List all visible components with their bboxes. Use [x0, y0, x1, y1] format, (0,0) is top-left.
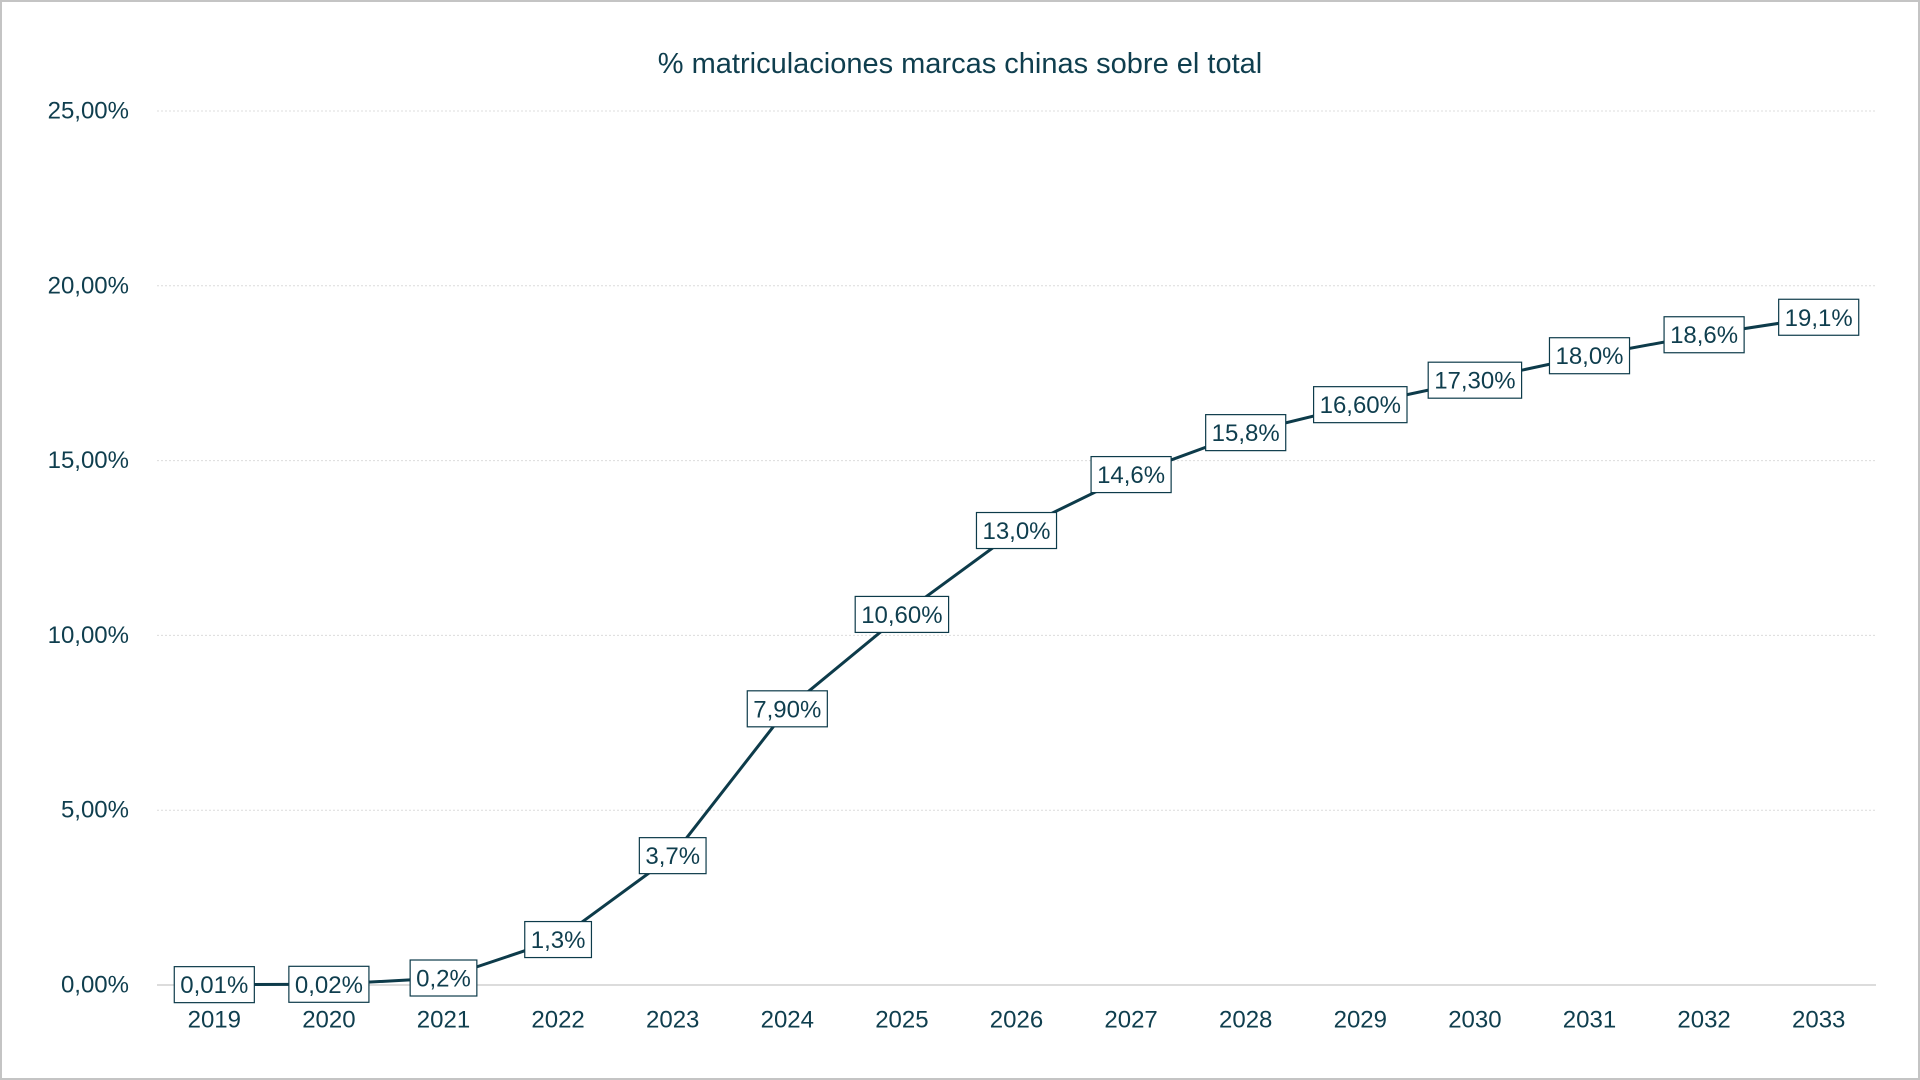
- x-tick-label: 2023: [646, 1007, 699, 1034]
- data-label: 17,30%: [1434, 368, 1515, 395]
- data-label: 19,1%: [1785, 305, 1853, 332]
- x-tick-label: 2027: [1104, 1007, 1157, 1034]
- data-label-group: 0,2%: [409, 959, 478, 997]
- x-tick-label: 2031: [1563, 1007, 1616, 1034]
- x-axis-tick-labels: 2019 2020 2021 2022 2023 2024 2025 2026 2027 2028…: [188, 1007, 1846, 1034]
- data-label: 18,6%: [1670, 322, 1738, 349]
- x-tick-label: 2021: [417, 1007, 470, 1034]
- y-tick-label: 25,00%: [48, 98, 129, 125]
- data-label: 15,8%: [1212, 420, 1280, 447]
- data-label-box: [173, 966, 255, 1004]
- data-label-box: [638, 837, 707, 875]
- x-tick-label: 2024: [761, 1007, 814, 1034]
- data-label-group: 13,0%: [975, 511, 1058, 550]
- data-label-group: 0,01%: [173, 966, 255, 1004]
- data-label-box: [975, 511, 1058, 550]
- data-label-box: [288, 965, 370, 1003]
- data-label: 0,02%: [295, 972, 363, 999]
- data-label: 7,90%: [753, 696, 821, 723]
- data-label-group: 16,60%: [1312, 386, 1408, 424]
- x-tick-label: 2020: [302, 1007, 355, 1034]
- data-labels: 0,01% 0,02% 0,2% 1,3% 3,7% 7,90% 10,60% 13,0% 14…: [173, 298, 1860, 1004]
- data-label-box: [1312, 386, 1408, 424]
- chart-title: % matriculaciones marcas chinas sobre el…: [658, 48, 1262, 80]
- data-label-group: 3,7%: [638, 837, 707, 875]
- x-tick-label: 2030: [1448, 1007, 1501, 1034]
- data-label: 10,60%: [861, 602, 942, 629]
- data-label: 16,60%: [1320, 392, 1401, 419]
- data-label: 18,0%: [1555, 343, 1623, 370]
- data-label-box: [524, 920, 593, 959]
- y-tick-label: 10,00%: [48, 622, 129, 649]
- data-label: 0,2%: [416, 966, 471, 993]
- data-label-group: 14,6%: [1090, 455, 1172, 494]
- data-label-group: 10,60%: [854, 595, 950, 634]
- x-tick-label: 2032: [1677, 1007, 1730, 1034]
- y-tick-label: 20,00%: [48, 272, 129, 299]
- data-label-group: 19,1%: [1778, 298, 1860, 336]
- x-tick-label: 2033: [1792, 1007, 1845, 1034]
- x-tick-label: 2022: [531, 1007, 584, 1034]
- data-label-box: [746, 690, 828, 728]
- data-label: 3,7%: [645, 843, 700, 870]
- y-tick-label: 15,00%: [48, 447, 129, 474]
- data-label: 14,6%: [1097, 462, 1165, 489]
- y-tick-label: 0,00%: [61, 972, 129, 999]
- data-label-box: [1090, 455, 1172, 494]
- data-label-box: [1778, 298, 1860, 336]
- data-label-group: 18,6%: [1663, 316, 1745, 354]
- data-label-group: 0,02%: [288, 965, 370, 1003]
- data-label-group: 17,30%: [1427, 361, 1523, 399]
- data-label-group: 18,0%: [1548, 337, 1631, 375]
- data-label-group: 1,3%: [524, 920, 593, 959]
- x-tick-label: 2029: [1334, 1007, 1387, 1034]
- data-label: 1,3%: [531, 927, 586, 954]
- data-label-group: 15,8%: [1205, 414, 1287, 452]
- x-tick-label: 2028: [1219, 1007, 1272, 1034]
- data-label-box: [409, 959, 478, 997]
- data-label: 0,01%: [180, 972, 248, 999]
- data-label-group: 7,90%: [746, 690, 828, 728]
- data-label-box: [1548, 337, 1631, 375]
- x-tick-label: 2026: [990, 1007, 1043, 1034]
- x-tick-label: 2025: [875, 1007, 928, 1034]
- data-label-box: [1205, 414, 1287, 452]
- data-label-box: [1427, 361, 1523, 399]
- data-label-box: [854, 595, 950, 634]
- x-tick-label: 2019: [188, 1007, 241, 1034]
- data-label: 13,0%: [982, 518, 1050, 545]
- y-tick-label: 5,00%: [61, 797, 129, 824]
- data-label-box: [1663, 316, 1745, 354]
- y-axis-tick-labels: 0,00% 5,00% 10,00% 15,00% 20,00% 25,00%: [48, 98, 129, 999]
